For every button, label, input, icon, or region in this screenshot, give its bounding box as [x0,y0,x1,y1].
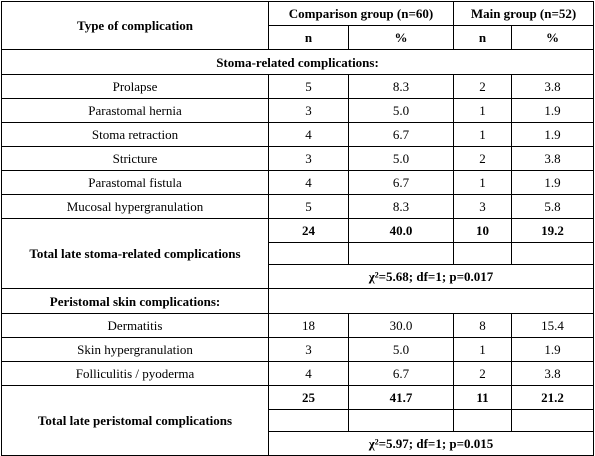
total-main-pct: 21.2 [511,385,595,410]
main-n-cell: 2 [453,361,513,386]
table-row: Folliculitis / pyoderma 4 6.7 2 3.8 [1,361,595,386]
main-pct-cell: 1.9 [511,337,595,362]
empty-cell [347,242,455,265]
chi-square-stat: χ²=5.68; df=1; p=0.017 [267,264,595,289]
total-comparison-pct: 41.7 [347,385,455,410]
main-pct-cell: 1.9 [511,170,595,195]
row-name: Folliculitis / pyoderma [1,361,269,386]
header-main-group: Main group (n=52) [453,1,595,26]
table-row: Skin hypergranulation 3 5.0 1 1.9 [1,337,595,362]
main-n-cell: 1 [453,337,513,362]
main-pct-cell: 3.8 [511,361,595,386]
comparison-n-cell: 5 [268,74,349,99]
header-comparison-group: Comparison group (n=60) [267,1,455,26]
total-label-peristomal: Total late peristomal complications [1,385,269,456]
table-row: Dermatitis 18 30.0 8 15.4 [1,313,595,338]
main-n-cell: 3 [453,194,513,219]
table-row: Parastomal hernia 3 5.0 1 1.9 [1,98,595,123]
empty-cell [511,409,595,432]
comparison-n-cell: 3 [268,337,349,362]
comparison-n-cell: 18 [268,313,349,338]
table-row: Stricture 3 5.0 2 3.8 [1,146,595,171]
header-comparison-n: n [268,25,349,50]
total-comparison-n: 25 [268,385,349,410]
comparison-pct-cell: 5.0 [347,98,455,123]
comparison-n-cell: 3 [268,146,349,171]
row-name: Skin hypergranulation [1,337,269,362]
section-title-peristomal: Peristomal skin complications: [1,288,269,314]
header-main-n: n [453,25,513,50]
comparison-n-cell: 3 [268,98,349,123]
main-n-cell: 1 [453,170,513,195]
row-name: Mucosal hypergranulation [1,194,269,219]
main-n-cell: 1 [453,122,513,147]
empty-cell [511,242,595,265]
main-pct-cell: 1.9 [511,98,595,123]
empty-cell [453,409,513,432]
main-pct-cell: 15.4 [511,313,595,338]
header-comparison-pct: % [347,25,455,50]
row-name: Parastomal hernia [1,98,269,123]
main-n-cell: 2 [453,74,513,99]
comparison-pct-cell: 8.3 [347,194,455,219]
comparison-n-cell: 4 [268,170,349,195]
table-row: Parastomal fistula 4 6.7 1 1.9 [1,170,595,195]
row-name: Parastomal fistula [1,170,269,195]
total-label-stoma: Total late stoma-related complications [1,218,269,289]
header-type-of-complication: Type of complication [1,1,269,50]
empty-cell [268,409,349,432]
main-pct-cell: 5.8 [511,194,595,219]
total-main-n: 11 [453,385,513,410]
comparison-pct-cell: 8.3 [347,74,455,99]
total-main-pct: 19.2 [511,218,595,243]
main-n-cell: 1 [453,98,513,123]
table-row: Prolapse 5 8.3 2 3.8 [1,74,595,99]
total-comparison-pct: 40.0 [347,218,455,243]
main-pct-cell: 1.9 [511,122,595,147]
comparison-pct-cell: 6.7 [347,170,455,195]
main-pct-cell: 3.8 [511,74,595,99]
total-main-n: 10 [453,218,513,243]
row-name: Prolapse [1,74,269,99]
main-n-cell: 8 [453,313,513,338]
chi-square-stat: χ²=5.97; df=1; p=0.015 [267,431,595,456]
total-comparison-n: 24 [268,218,349,243]
comparison-pct-cell: 5.0 [347,337,455,362]
comparison-pct-cell: 5.0 [347,146,455,171]
empty-cell [347,409,455,432]
comparison-n-cell: 5 [268,194,349,219]
header-main-pct: % [511,25,595,50]
row-name: Stricture [1,146,269,171]
comparison-pct-cell: 6.7 [347,361,455,386]
row-name: Stoma retraction [1,122,269,147]
table-row: Mucosal hypergranulation 5 8.3 3 5.8 [1,194,595,219]
row-name: Dermatitis [1,313,269,338]
main-pct-cell: 3.8 [511,146,595,171]
empty-cell [453,242,513,265]
comparison-n-cell: 4 [268,361,349,386]
empty-cell [267,288,595,314]
comparison-n-cell: 4 [268,122,349,147]
comparison-pct-cell: 6.7 [347,122,455,147]
section-title-stoma: Stoma-related complications: [0,49,595,75]
comparison-pct-cell: 30.0 [347,313,455,338]
table-row: Stoma retraction 4 6.7 1 1.9 [1,122,595,147]
empty-cell [268,242,349,265]
main-n-cell: 2 [453,146,513,171]
